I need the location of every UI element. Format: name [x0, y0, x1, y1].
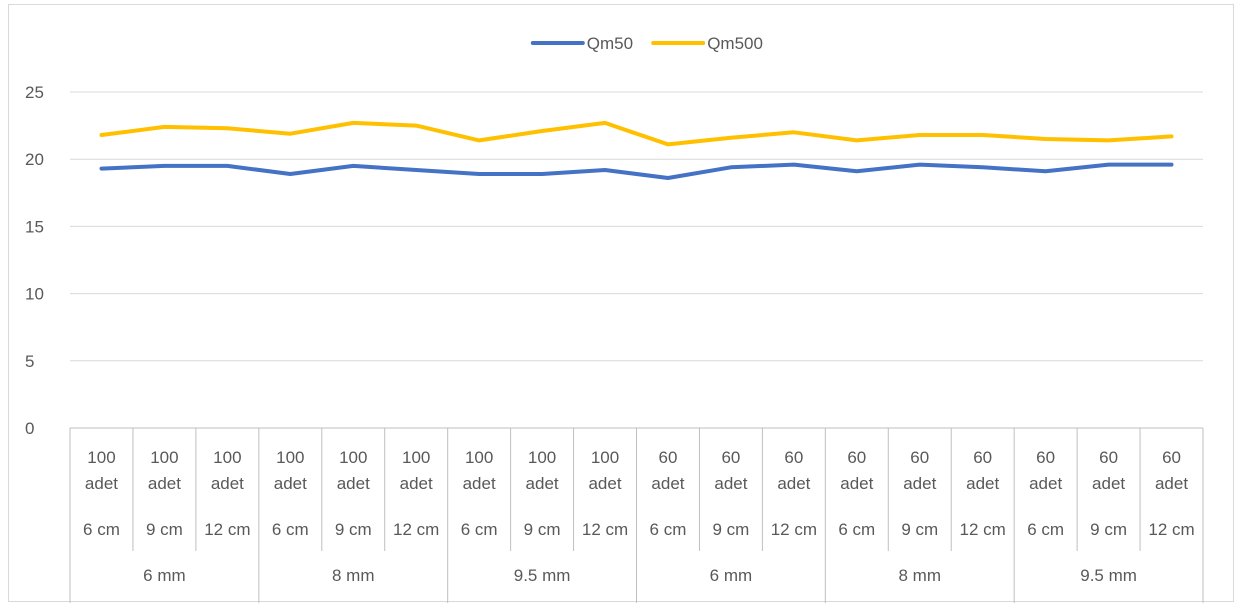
- x-tick-label-count: 60: [973, 448, 992, 467]
- x-tick-label-count: 60: [1036, 448, 1055, 467]
- legend-label-qm50: Qm50: [587, 34, 633, 53]
- series-lines: [99, 120, 1174, 180]
- x-tick-label-length: 6 cm: [1027, 520, 1064, 539]
- x-tick-label-length: 6 cm: [650, 520, 687, 539]
- y-tick-label: 5: [25, 352, 34, 371]
- legend-label-qm500: Qm500: [707, 34, 763, 53]
- x-tick-label-count: adet: [211, 474, 244, 493]
- x-tick-label-length: 6 cm: [83, 520, 120, 539]
- x-tick-label-count: 60: [910, 448, 929, 467]
- chart-frame: 0 5 10 15 20 25 100 adet 100 adet 100 adet 100 adet 1…: [8, 4, 1234, 603]
- x-tick-label-count: adet: [1092, 474, 1125, 493]
- series-line-qm50: [99, 162, 1174, 180]
- x-tick-label-count: 100: [150, 448, 178, 467]
- x-tick-label-count: 100: [528, 448, 556, 467]
- x-tick-label-count: adet: [274, 474, 307, 493]
- x-tick-label-count: adet: [651, 474, 684, 493]
- x-tick-label-count: 100: [465, 448, 493, 467]
- x-tick-label-count: adet: [903, 474, 936, 493]
- series-line-qm500: [99, 120, 1174, 147]
- x-tick-label-count: adet: [840, 474, 873, 493]
- x-tick-label-count: adet: [777, 474, 810, 493]
- x-tick-label-length: 12 cm: [582, 520, 628, 539]
- x-tick-label-length: 6 cm: [272, 520, 309, 539]
- x-tick-label-count: 100: [402, 448, 430, 467]
- x-group-label-diameter: 9.5 mm: [1080, 566, 1137, 585]
- x-tick-label-count: 60: [1162, 448, 1181, 467]
- x-tick-label-count: adet: [337, 474, 370, 493]
- x-tick-label-count: 60: [1099, 448, 1118, 467]
- x-tick-label-length: 6 cm: [461, 520, 498, 539]
- x-tick-label-count: 100: [276, 448, 304, 467]
- x-tick-label-count: adet: [463, 474, 496, 493]
- x-tick-label-length: 9 cm: [1090, 520, 1127, 539]
- gridlines: [70, 91, 1203, 362]
- y-tick-label: 20: [25, 150, 44, 169]
- x-group-label-diameter: 9.5 mm: [514, 566, 571, 585]
- x-tick-label-count: 60: [784, 448, 803, 467]
- x-tick-label-count: adet: [526, 474, 559, 493]
- y-tick-label: 0: [25, 419, 34, 438]
- x-tick-label-length: 12 cm: [393, 520, 439, 539]
- x-tick-label-count: adet: [148, 474, 181, 493]
- x-tick-label-count: adet: [400, 474, 433, 493]
- x-group-label-diameter: 6 mm: [710, 566, 753, 585]
- x-tick-label-count: 100: [591, 448, 619, 467]
- x-tick-label-count: 60: [659, 448, 678, 467]
- x-tick-label-length: 12 cm: [204, 520, 250, 539]
- x-tick-label-length: 9 cm: [901, 520, 938, 539]
- x-tick-label-count: 100: [339, 448, 367, 467]
- x-tick-label-length: 9 cm: [524, 520, 561, 539]
- y-axis: 0 5 10 15 20 25: [25, 83, 44, 438]
- legend: Qm50 Qm500: [530, 34, 763, 53]
- x-tick-label-length: 12 cm: [960, 520, 1006, 539]
- x-tick-label-count: adet: [588, 474, 621, 493]
- y-tick-label: 15: [25, 217, 44, 236]
- x-axis: 100 adet 100 adet 100 adet 100 adet 100 adet 100 ad…: [69, 427, 1204, 603]
- x-tick-label-count: 60: [847, 448, 866, 467]
- x-tick-label-count: 100: [213, 448, 241, 467]
- x-group-label-diameter: 8 mm: [899, 566, 942, 585]
- x-tick-label-length: 12 cm: [1148, 520, 1194, 539]
- x-tick-label-length: 9 cm: [712, 520, 749, 539]
- x-tick-label-count: adet: [1029, 474, 1062, 493]
- x-tick-label-count: 100: [87, 448, 115, 467]
- y-tick-label: 10: [25, 285, 44, 304]
- x-tick-label-count: adet: [966, 474, 999, 493]
- x-tick-label-count: adet: [85, 474, 118, 493]
- x-tick-label-count: adet: [714, 474, 747, 493]
- x-tick-label-length: 6 cm: [838, 520, 875, 539]
- x-tick-label-count: adet: [1155, 474, 1188, 493]
- x-tick-label-length: 12 cm: [771, 520, 817, 539]
- x-group-label-diameter: 8 mm: [332, 566, 375, 585]
- x-tick-label-count: 60: [721, 448, 740, 467]
- x-tick-label-length: 9 cm: [335, 520, 372, 539]
- y-tick-label: 25: [25, 83, 44, 102]
- x-tick-label-length: 9 cm: [146, 520, 183, 539]
- x-group-label-diameter: 6 mm: [143, 566, 186, 585]
